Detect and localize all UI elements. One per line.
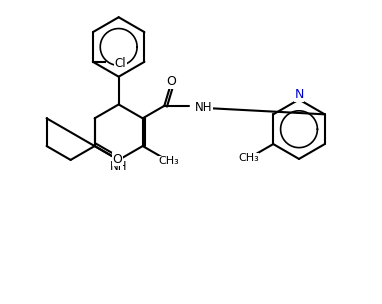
- Text: O: O: [167, 75, 176, 88]
- Text: Cl: Cl: [115, 57, 126, 70]
- Text: N: N: [294, 88, 304, 101]
- Text: CH₃: CH₃: [159, 156, 180, 166]
- Text: NH: NH: [110, 161, 128, 173]
- Text: NH: NH: [195, 101, 213, 114]
- Text: CH₃: CH₃: [238, 154, 259, 164]
- Text: O: O: [113, 153, 122, 166]
